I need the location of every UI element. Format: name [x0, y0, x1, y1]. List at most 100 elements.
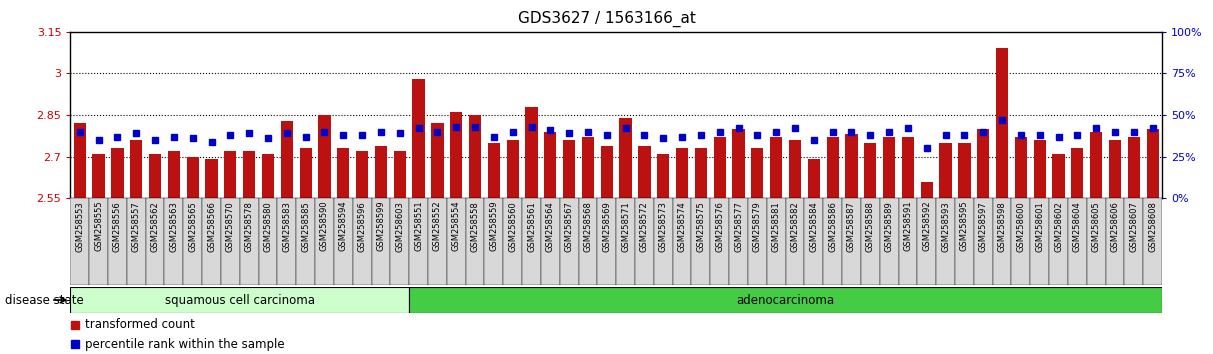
Bar: [713, 137, 725, 198]
Bar: [729, 198, 748, 285]
Text: GSM258600: GSM258600: [1016, 201, 1025, 252]
Bar: [974, 198, 992, 285]
Bar: [861, 198, 879, 285]
Text: GSM258576: GSM258576: [716, 201, 724, 252]
Bar: [334, 198, 353, 285]
Bar: [391, 198, 409, 285]
Text: GSM258598: GSM258598: [997, 201, 1007, 252]
Bar: [992, 198, 1012, 285]
Bar: [371, 198, 391, 285]
Text: GSM258551: GSM258551: [414, 201, 423, 251]
Bar: [353, 198, 371, 285]
Text: GSM258597: GSM258597: [979, 201, 987, 252]
Text: GSM258573: GSM258573: [659, 201, 668, 252]
Bar: [167, 151, 180, 198]
Text: GSM258574: GSM258574: [678, 201, 687, 252]
Bar: [676, 148, 688, 198]
Bar: [673, 198, 691, 285]
Text: GSM258608: GSM258608: [1149, 201, 1157, 252]
Text: GSM258585: GSM258585: [301, 201, 311, 252]
Bar: [205, 159, 217, 198]
Bar: [1090, 132, 1103, 198]
Bar: [375, 145, 387, 198]
Bar: [1053, 154, 1065, 198]
Bar: [262, 154, 274, 198]
Bar: [112, 148, 124, 198]
Bar: [1015, 137, 1027, 198]
Bar: [278, 198, 296, 285]
Bar: [432, 124, 444, 198]
Bar: [978, 129, 990, 198]
Bar: [1012, 198, 1030, 285]
Text: GSM258556: GSM258556: [113, 201, 123, 252]
Bar: [507, 140, 519, 198]
Text: GSM258575: GSM258575: [696, 201, 706, 252]
Bar: [165, 198, 183, 285]
Bar: [940, 143, 952, 198]
Bar: [446, 198, 466, 285]
Text: GSM258595: GSM258595: [959, 201, 969, 251]
Text: GSM258583: GSM258583: [283, 201, 291, 252]
Bar: [879, 198, 899, 285]
Bar: [559, 198, 579, 285]
Bar: [883, 137, 895, 198]
Bar: [921, 182, 933, 198]
Text: GSM258599: GSM258599: [376, 201, 386, 251]
Bar: [582, 137, 594, 198]
Bar: [221, 198, 240, 285]
Text: GSM258584: GSM258584: [809, 201, 819, 252]
Bar: [74, 124, 86, 198]
Bar: [1087, 198, 1105, 285]
Bar: [1049, 198, 1067, 285]
Bar: [203, 198, 221, 285]
Bar: [1033, 140, 1046, 198]
Bar: [579, 198, 597, 285]
Text: GSM258596: GSM258596: [358, 201, 366, 252]
Text: GSM258594: GSM258594: [338, 201, 348, 251]
Bar: [412, 79, 425, 198]
Bar: [92, 154, 104, 198]
Bar: [636, 198, 654, 285]
Bar: [296, 198, 315, 285]
Bar: [1109, 140, 1121, 198]
Text: GSM258555: GSM258555: [95, 201, 103, 251]
Bar: [1143, 198, 1162, 285]
Text: squamous cell carcinoma: squamous cell carcinoma: [165, 293, 314, 307]
Bar: [243, 151, 255, 198]
Text: GSM258568: GSM258568: [583, 201, 592, 252]
Bar: [1128, 137, 1140, 198]
Bar: [691, 198, 711, 285]
Text: GSM258589: GSM258589: [884, 201, 894, 252]
Bar: [917, 198, 936, 285]
Bar: [1030, 198, 1049, 285]
Bar: [808, 159, 820, 198]
Text: percentile rank within the sample: percentile rank within the sample: [85, 338, 285, 350]
Bar: [337, 148, 349, 198]
Text: GSM258567: GSM258567: [564, 201, 574, 252]
Text: GSM258602: GSM258602: [1054, 201, 1063, 252]
Bar: [1124, 198, 1143, 285]
Bar: [657, 154, 670, 198]
Text: GSM258580: GSM258580: [263, 201, 273, 252]
Text: GSM258570: GSM258570: [226, 201, 235, 252]
Bar: [654, 198, 673, 285]
Text: disease state: disease state: [5, 293, 84, 307]
Bar: [842, 198, 861, 285]
Bar: [315, 198, 334, 285]
Bar: [146, 198, 165, 285]
Text: GSM258557: GSM258557: [132, 201, 141, 252]
Text: GSM258586: GSM258586: [828, 201, 837, 252]
Text: GSM258562: GSM258562: [150, 201, 160, 252]
Bar: [695, 148, 707, 198]
Bar: [1146, 129, 1158, 198]
Bar: [450, 112, 462, 198]
Bar: [484, 198, 503, 285]
Text: GSM258559: GSM258559: [489, 201, 499, 251]
Bar: [108, 198, 127, 285]
Bar: [545, 132, 557, 198]
Text: transformed count: transformed count: [85, 319, 195, 331]
Bar: [280, 121, 292, 198]
Text: GSM258591: GSM258591: [904, 201, 912, 251]
Text: GSM258588: GSM258588: [866, 201, 875, 252]
Text: GSM258558: GSM258558: [471, 201, 479, 252]
